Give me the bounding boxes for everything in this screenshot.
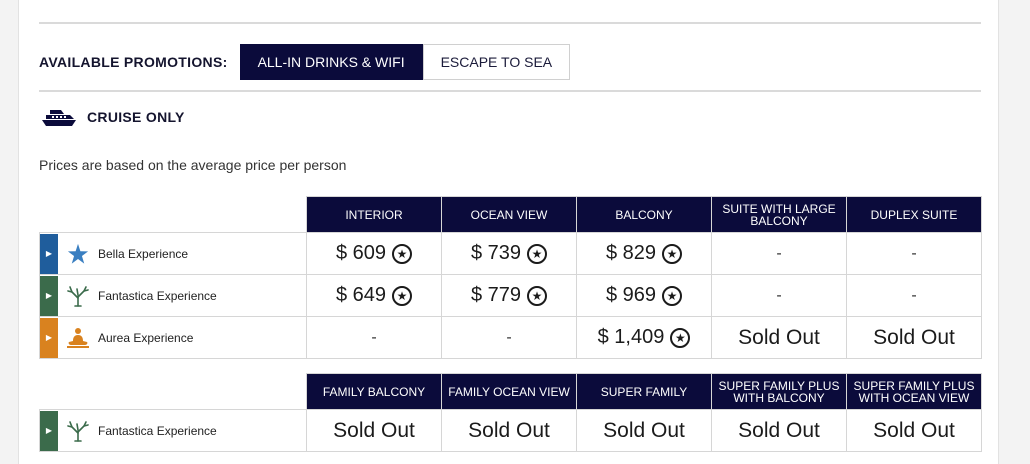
price-note: Prices are based on the average price pe… [39,157,347,173]
expand-row-button[interactable]: ▶ [40,275,58,316]
column-header: BALCONY [576,196,712,233]
sold-out-cell: Sold Out [306,409,442,452]
price-cell[interactable]: $ 739 ★ [441,232,577,275]
price-cell[interactable]: $ 829 ★ [576,232,712,275]
sold-out-cell: Sold Out [846,316,982,359]
expand-row-button[interactable]: ▶ [40,317,58,358]
price-value: $ 779 [470,284,522,306]
price-cell[interactable]: $ 779 ★ [441,274,577,317]
experience-cell: ▶ Aurea Experience [39,316,307,359]
price-value: $ 609 [335,242,387,264]
column-header: INTERIOR [306,196,442,233]
unavailable-cell: - [846,232,982,275]
column-header: SUPER FAMILY [576,373,712,410]
sold-out-cell: Sold Out [846,409,982,452]
empty-header-cell [39,373,307,410]
price-cell[interactable]: $ 969 ★ [576,274,712,317]
experience-name: Aurea Experience [98,330,194,345]
table-row: ▶ Fantastica Experience $ 649 ★ $ 779 ★ $ 969 ★… [39,274,982,317]
sold-out-cell: Sold Out [576,409,712,452]
price-value: $ 969 [605,284,657,306]
column-header: DUPLEX SUITE [846,196,982,233]
unavailable-cell: - [711,232,847,275]
column-header: SUPER FAMILY PLUS WITH BALCONY [711,373,847,410]
price-value: $ 1,409 [597,326,665,348]
promo-escape-to-sea-button[interactable]: ESCAPE TO SEA [422,44,571,80]
sold-out-cell: Sold Out [711,316,847,359]
sold-out-cell: Sold Out [441,409,577,452]
cabin-prices-table: INTERIOR OCEAN VIEW BALCONY SUITE WITH L… [39,196,982,359]
table-row: ▶ Fantastica Experience Sold Out Sold Out So… [39,409,982,452]
price-value: $ 649 [335,284,387,306]
expand-row-button[interactable]: ▶ [40,410,58,451]
coral-icon [58,420,98,442]
caret-right-icon: ▶ [45,333,53,342]
meditation-icon [58,327,98,349]
divider [39,22,981,24]
unavailable-cell: - [306,316,442,359]
star-icon: ★ [527,243,548,264]
coral-icon [58,285,98,307]
starfish-icon [58,243,98,265]
promotions-label: AVAILABLE PROMOTIONS: [39,54,228,70]
experience-name: Fantastica Experience [98,423,217,438]
cruise-prices-panel: AVAILABLE PROMOTIONS: ALL-IN DRINKS & WI… [18,0,999,464]
caret-right-icon: ▶ [45,426,53,435]
cruise-only-label: CRUISE ONLY [87,109,185,125]
caret-right-icon: ▶ [45,249,53,258]
unavailable-cell: - [711,274,847,317]
price-cell[interactable]: $ 1,409 ★ [576,316,712,359]
sold-out-cell: Sold Out [711,409,847,452]
column-header: SUPER FAMILY PLUS WITH OCEAN VIEW [846,373,982,410]
cruise-only-heading: CRUISE ONLY [41,105,185,129]
experience-cell: ▶ Bella Experience [39,232,307,275]
star-icon: ★ [392,285,413,306]
cruise-ship-icon [42,110,76,126]
promotions-bar: AVAILABLE PROMOTIONS: ALL-IN DRINKS & WI… [39,44,571,80]
table-row: ▶ Bella Experience $ 609 ★ $ 739 ★ $ 829 ★ - - [39,232,982,275]
price-cell[interactable]: $ 649 ★ [306,274,442,317]
star-icon: ★ [662,285,683,306]
star-icon: ★ [392,243,413,264]
column-header: OCEAN VIEW [441,196,577,233]
column-header: FAMILY BALCONY [306,373,442,410]
experience-name: Bella Experience [98,246,189,261]
star-icon: ★ [670,327,691,348]
price-value: $ 739 [470,242,522,264]
divider [39,90,981,92]
experience-cell: ▶ Fantastica Experience [39,409,307,452]
price-value: $ 829 [605,242,657,264]
unavailable-cell: - [846,274,982,317]
empty-header-cell [39,196,307,233]
promo-all-in-drinks-wifi-button[interactable]: ALL-IN DRINKS & WIFI [239,44,423,80]
family-cabin-prices-table: FAMILY BALCONY FAMILY OCEAN VIEW SUPER F… [39,373,982,452]
column-header: FAMILY OCEAN VIEW [441,373,577,410]
experience-name: Fantastica Experience [98,288,217,303]
star-icon: ★ [527,285,548,306]
price-cell[interactable]: $ 609 ★ [306,232,442,275]
experience-cell: ▶ Fantastica Experience [39,274,307,317]
expand-row-button[interactable]: ▶ [40,233,58,274]
caret-right-icon: ▶ [45,291,53,300]
column-header: SUITE WITH LARGE BALCONY [711,196,847,233]
table-row: ▶ Aurea Experience - - $ 1,409 ★ Sold Out Sold … [39,316,982,359]
star-icon: ★ [662,243,683,264]
unavailable-cell: - [441,316,577,359]
